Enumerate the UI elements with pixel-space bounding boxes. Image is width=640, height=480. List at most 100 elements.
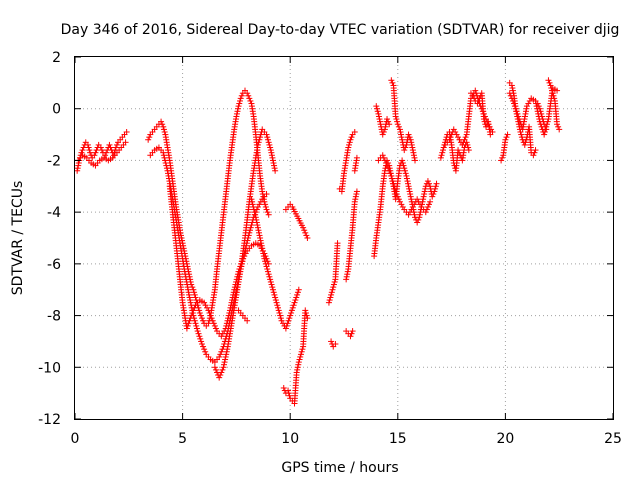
data-point bbox=[257, 134, 264, 141]
data-point bbox=[202, 348, 209, 355]
data-point bbox=[191, 291, 198, 298]
data-point bbox=[474, 95, 481, 102]
data-point bbox=[294, 364, 301, 371]
data-point bbox=[84, 141, 91, 148]
data-point bbox=[107, 144, 114, 151]
y-axis-label: SDTVAR / TECUs bbox=[10, 181, 26, 296]
data-point bbox=[464, 141, 471, 148]
data-point bbox=[269, 157, 276, 164]
data-point bbox=[304, 315, 311, 322]
data-point bbox=[301, 227, 308, 234]
data-point bbox=[504, 131, 511, 138]
data-point bbox=[256, 232, 263, 239]
data-point bbox=[264, 266, 271, 273]
data-point bbox=[396, 198, 403, 205]
data-point bbox=[465, 147, 472, 154]
data-point bbox=[197, 335, 204, 342]
data-point bbox=[91, 152, 98, 159]
x-tick-label: 10 bbox=[281, 431, 299, 447]
data-point bbox=[375, 110, 382, 117]
data-point bbox=[427, 183, 434, 190]
data-point bbox=[274, 302, 281, 309]
data-point bbox=[402, 144, 409, 151]
data-point bbox=[410, 152, 417, 159]
data-point bbox=[385, 118, 392, 125]
data-point bbox=[346, 139, 353, 146]
data-point bbox=[222, 356, 229, 363]
data-point bbox=[546, 79, 553, 86]
data-point bbox=[521, 141, 528, 148]
data-point bbox=[417, 209, 424, 216]
data-point bbox=[74, 165, 81, 172]
data-point bbox=[222, 325, 229, 332]
data-point bbox=[389, 79, 396, 86]
data-point bbox=[415, 216, 422, 223]
data-point bbox=[196, 333, 203, 340]
data-point bbox=[264, 209, 271, 216]
data-point bbox=[122, 139, 129, 146]
data-point bbox=[508, 82, 515, 89]
data-point bbox=[293, 294, 300, 301]
data-point bbox=[394, 193, 401, 200]
data-point bbox=[488, 126, 495, 133]
data-point bbox=[259, 188, 266, 195]
data-point bbox=[162, 160, 169, 167]
data-point bbox=[216, 353, 223, 360]
data-point bbox=[267, 147, 274, 154]
data-point bbox=[534, 105, 541, 112]
data-point bbox=[293, 369, 300, 376]
data-point bbox=[269, 284, 276, 291]
data-point bbox=[405, 211, 412, 218]
data-point bbox=[543, 123, 550, 130]
data-point bbox=[485, 121, 492, 128]
data-point bbox=[398, 201, 405, 208]
data-point bbox=[288, 309, 295, 316]
data-point bbox=[395, 123, 402, 130]
data-point bbox=[347, 333, 354, 340]
data-point bbox=[191, 304, 198, 311]
data-point bbox=[499, 154, 506, 161]
data-point bbox=[270, 289, 277, 296]
data-point bbox=[438, 152, 445, 159]
y-tick-label: -12 bbox=[38, 412, 61, 428]
data-point bbox=[343, 276, 350, 283]
data-point bbox=[237, 95, 244, 102]
data-point bbox=[285, 387, 292, 394]
data-point bbox=[353, 191, 360, 198]
data-point bbox=[218, 348, 225, 355]
data-point bbox=[255, 227, 262, 234]
data-point bbox=[349, 328, 356, 335]
data-point bbox=[426, 201, 433, 208]
data-point bbox=[423, 206, 430, 213]
data-point bbox=[97, 144, 104, 151]
data-point bbox=[421, 188, 428, 195]
data-point bbox=[433, 180, 440, 187]
data-point bbox=[220, 364, 227, 371]
data-point bbox=[297, 353, 304, 360]
data-point bbox=[286, 392, 293, 399]
data-point bbox=[526, 97, 533, 104]
data-point bbox=[537, 121, 544, 128]
data-point bbox=[377, 118, 384, 125]
data-point bbox=[353, 154, 360, 161]
data-point bbox=[235, 103, 242, 110]
data-point bbox=[287, 312, 294, 319]
data-point bbox=[285, 317, 292, 324]
data-point bbox=[123, 128, 130, 135]
data-point bbox=[284, 320, 291, 327]
data-point bbox=[161, 154, 168, 161]
data-point bbox=[407, 191, 414, 198]
data-point bbox=[447, 134, 454, 141]
data-point bbox=[102, 152, 109, 159]
data-point bbox=[247, 97, 254, 104]
data-point bbox=[461, 136, 468, 143]
data-point bbox=[450, 126, 457, 133]
data-point bbox=[272, 297, 279, 304]
data-point bbox=[244, 317, 251, 324]
data-point bbox=[405, 183, 412, 190]
data-point bbox=[408, 206, 415, 213]
data-point bbox=[393, 116, 400, 123]
data-point bbox=[296, 356, 303, 363]
data-point bbox=[344, 271, 351, 278]
data-point bbox=[351, 198, 358, 205]
